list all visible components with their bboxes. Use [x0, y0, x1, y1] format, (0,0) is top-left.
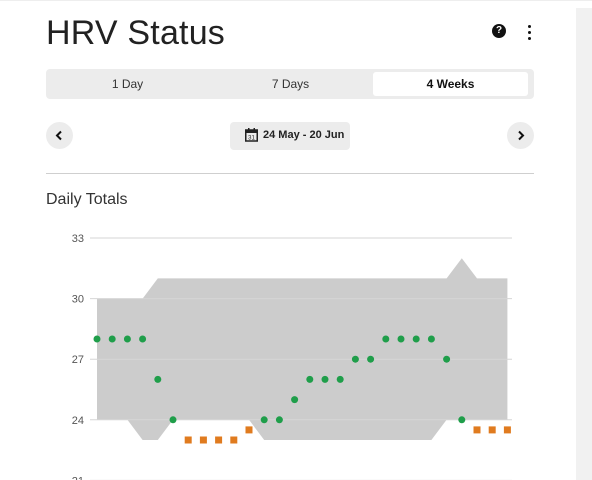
data-point: [382, 335, 390, 343]
data-point: [427, 335, 435, 343]
data-point: [351, 355, 359, 363]
baseline-band: [97, 258, 508, 440]
data-point: [275, 416, 283, 424]
data-point: [488, 426, 496, 434]
y-tick-label: 27: [72, 354, 84, 366]
data-point: [184, 436, 192, 444]
data-point: [230, 436, 238, 444]
data-point: [336, 375, 344, 383]
tab-7-days[interactable]: 7 Days: [271, 77, 310, 91]
y-tick-label: 24: [72, 415, 84, 427]
data-point: [154, 375, 162, 383]
calendar-icon: 31: [245, 128, 258, 142]
data-point: [367, 355, 375, 363]
data-point: [473, 426, 481, 434]
data-point: [321, 375, 329, 383]
chevron-right-icon: [518, 130, 525, 141]
scrollbar[interactable]: [576, 8, 592, 480]
data-point: [260, 416, 268, 424]
more-options-icon[interactable]: [521, 22, 537, 42]
next-period-button[interactable]: [507, 122, 534, 149]
date-range-label: 24 May - 20 Jun: [263, 129, 345, 141]
tab-1-day[interactable]: 1 Day: [111, 77, 144, 91]
data-point: [503, 426, 511, 434]
page-title: HRV Status: [46, 14, 226, 52]
svg-text:31: 31: [248, 136, 255, 142]
top-border: [0, 0, 592, 9]
data-point: [291, 396, 299, 404]
data-point: [93, 335, 101, 343]
data-point: [458, 416, 466, 424]
section-title: Daily Totals: [46, 191, 128, 208]
data-point: [306, 375, 314, 383]
chevron-left-icon: [55, 130, 62, 141]
data-point: [108, 335, 116, 343]
data-point: [199, 436, 207, 444]
y-tick-label: 33: [72, 233, 84, 245]
period-selector: 1 Day 7 Days 4 Weeks: [46, 69, 534, 99]
data-point: [443, 355, 451, 363]
y-tick-label: 21: [72, 475, 84, 480]
data-point: [123, 335, 131, 343]
prev-period-button[interactable]: [46, 122, 73, 149]
data-point: [412, 335, 420, 343]
section-divider: [46, 173, 534, 174]
data-point: [245, 426, 253, 434]
data-point: [169, 416, 177, 424]
tab-4-weeks[interactable]: 4 Weeks: [373, 72, 528, 96]
data-point: [139, 335, 147, 343]
data-point: [215, 436, 223, 444]
data-point: [397, 335, 405, 343]
hrv-chart: 33 30 27 24 21: [72, 233, 512, 480]
help-icon[interactable]: ?: [492, 24, 506, 38]
y-tick-label: 30: [72, 294, 84, 306]
date-range-button[interactable]: 31 24 May - 20 Jun: [230, 122, 350, 150]
